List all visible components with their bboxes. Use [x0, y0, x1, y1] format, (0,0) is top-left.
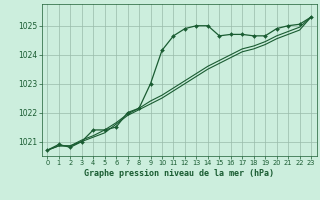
X-axis label: Graphe pression niveau de la mer (hPa): Graphe pression niveau de la mer (hPa): [84, 169, 274, 178]
